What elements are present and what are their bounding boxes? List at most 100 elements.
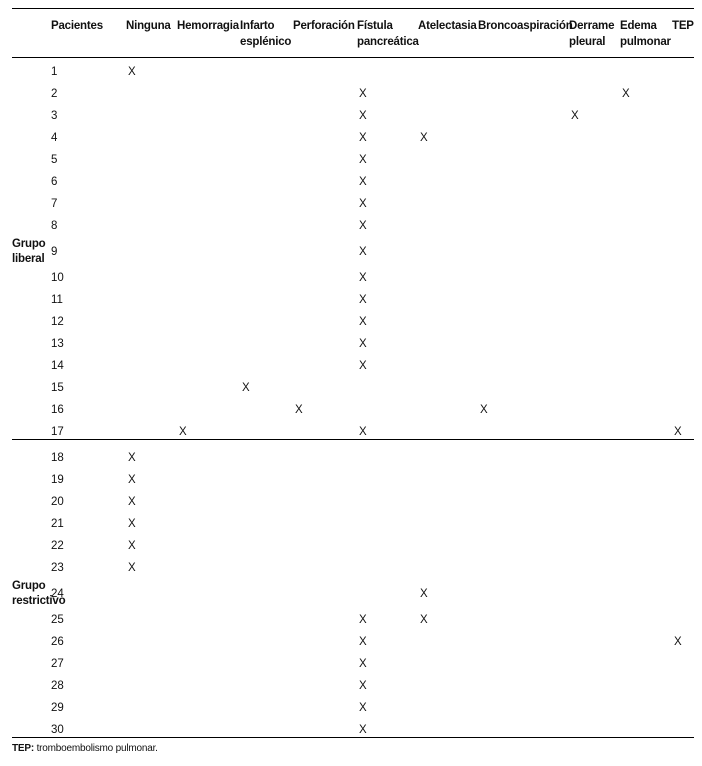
empty-cell	[126, 267, 177, 289]
empty-cell	[240, 447, 293, 469]
empty-cell	[478, 469, 569, 491]
table-row: 2 X X	[12, 83, 694, 105]
complication-mark: X	[128, 518, 136, 530]
patient-number: 4	[51, 132, 58, 144]
complication-mark: X	[179, 426, 187, 438]
empty-cell	[620, 653, 672, 675]
group-restrictivo-table: 18 X 19 X 20 X 21 X 22 X 23 X Grupo restrictivo 24 X 25 X…	[12, 447, 694, 741]
empty-cell	[357, 447, 418, 469]
empty-cell	[418, 311, 478, 333]
complication-mark: X	[359, 198, 367, 210]
header-col: Broncoaspiración	[478, 8, 573, 54]
empty-cell	[293, 289, 357, 311]
empty-cell	[293, 83, 357, 105]
empty-cell	[672, 61, 694, 83]
empty-cell	[620, 675, 672, 697]
table-row: 27 X	[12, 653, 694, 675]
empty-cell	[126, 377, 177, 399]
empty-cell	[620, 469, 672, 491]
patient-number: 29	[51, 702, 64, 714]
header-label: Infarto	[240, 20, 275, 32]
header-label: Atelectasia	[418, 20, 477, 32]
empty-cell	[569, 447, 620, 469]
empty-cell	[478, 653, 569, 675]
empty-cell	[620, 311, 672, 333]
empty-cell	[418, 513, 478, 535]
table-bottom-rule	[12, 737, 694, 738]
empty-cell	[293, 215, 357, 237]
header-label: pleural	[569, 36, 606, 48]
empty-cell	[620, 105, 672, 127]
empty-cell	[478, 149, 569, 171]
group-label: Grupo liberal	[12, 237, 51, 267]
empty-cell	[293, 609, 357, 631]
table-row: 12 X	[12, 311, 694, 333]
empty-cell	[620, 237, 672, 267]
empty-cell	[569, 289, 620, 311]
empty-cell	[478, 579, 569, 609]
header-col: Perforación	[293, 8, 357, 54]
header-label: pulmonar	[620, 36, 671, 48]
empty-cell	[357, 579, 418, 609]
empty-cell	[293, 193, 357, 215]
empty-cell	[293, 491, 357, 513]
complication-mark: X	[359, 272, 367, 284]
group-cell	[12, 149, 51, 171]
empty-cell	[126, 399, 177, 421]
table-row: 26 X X	[12, 631, 694, 653]
empty-cell	[418, 105, 478, 127]
complication-mark: X	[128, 540, 136, 552]
empty-cell	[126, 289, 177, 311]
patient-number: 19	[51, 474, 64, 486]
patient-number: 25	[51, 614, 64, 626]
group-cell	[12, 653, 51, 675]
empty-cell	[240, 149, 293, 171]
empty-cell	[418, 631, 478, 653]
group-cell	[12, 513, 51, 535]
empty-cell	[240, 557, 293, 579]
empty-cell	[672, 215, 694, 237]
empty-cell	[293, 535, 357, 557]
empty-cell	[620, 399, 672, 421]
empty-cell	[569, 171, 620, 193]
complication-mark: X	[359, 702, 367, 714]
empty-cell	[240, 83, 293, 105]
complication-mark: X	[420, 132, 428, 144]
empty-cell	[478, 61, 569, 83]
header-label: Hemorragia	[177, 20, 239, 32]
footnote: TEP: tromboembolismo pulmonar.	[12, 743, 158, 754]
group-cell	[12, 333, 51, 355]
patient-number: 16	[51, 404, 64, 416]
empty-cell	[569, 535, 620, 557]
empty-cell	[569, 609, 620, 631]
table-row: 4 X X	[12, 127, 694, 149]
empty-cell	[177, 311, 240, 333]
empty-cell	[177, 609, 240, 631]
empty-cell	[177, 149, 240, 171]
empty-cell	[672, 289, 694, 311]
empty-cell	[672, 579, 694, 609]
header-label: Pacientes	[51, 20, 103, 32]
empty-cell	[177, 127, 240, 149]
empty-cell	[620, 377, 672, 399]
patient-number: 20	[51, 496, 64, 508]
empty-cell	[240, 491, 293, 513]
empty-cell	[126, 631, 177, 653]
complication-mark: X	[295, 404, 303, 416]
empty-cell	[357, 61, 418, 83]
patient-number: 14	[51, 360, 64, 372]
empty-cell	[126, 333, 177, 355]
header-label: Edema	[620, 20, 657, 32]
empty-cell	[418, 653, 478, 675]
empty-cell	[478, 675, 569, 697]
empty-cell	[569, 215, 620, 237]
empty-cell	[240, 333, 293, 355]
complication-mark: X	[359, 154, 367, 166]
empty-cell	[620, 447, 672, 469]
empty-cell	[620, 267, 672, 289]
empty-cell	[418, 469, 478, 491]
empty-cell	[620, 579, 672, 609]
empty-cell	[478, 171, 569, 193]
